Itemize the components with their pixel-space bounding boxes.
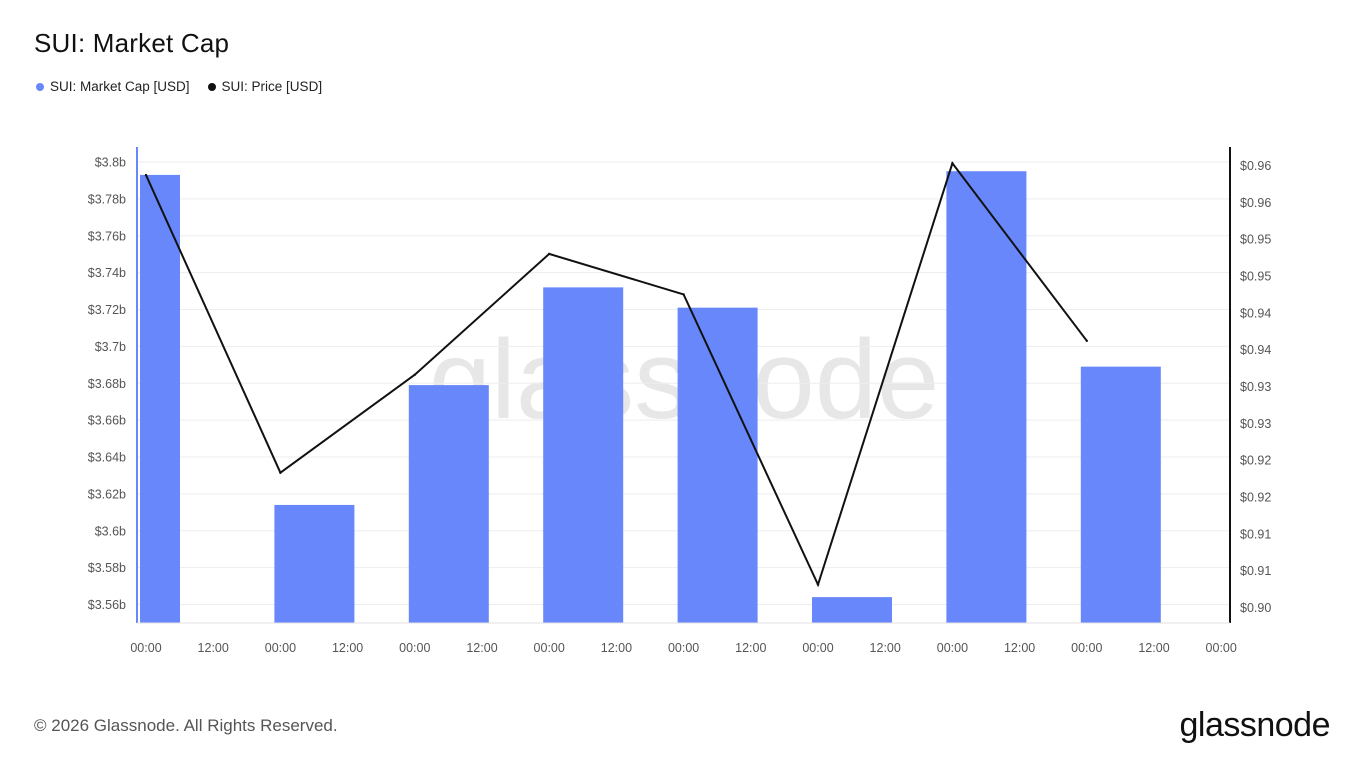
y-right-tick-label: $0.95	[1240, 233, 1271, 247]
y-right-tick-label: $0.95	[1240, 270, 1271, 284]
x-tick-label: 12:00	[601, 641, 632, 655]
y-right-tick-label: $0.90	[1240, 601, 1271, 615]
y-left-tick-label: $3.62b	[88, 487, 126, 501]
y-right-tick-label: $0.92	[1240, 491, 1271, 505]
y-left-tick-label: $3.68b	[88, 377, 126, 391]
x-tick-label: 00:00	[937, 641, 968, 655]
market-cap-bar	[140, 174, 180, 623]
y-left-tick-label: $3.64b	[88, 451, 126, 465]
x-tick-label: 12:00	[870, 641, 901, 655]
x-tick-label: 12:00	[735, 641, 766, 655]
x-tick-label: 00:00	[534, 641, 565, 655]
legend-dot-price	[207, 82, 216, 91]
y-left-tick-label: $3.8b	[95, 156, 126, 170]
chart-legend: SUI: Market Cap [USD] SUI: Price [USD]	[36, 79, 322, 94]
legend-item-price[interactable]: SUI: Price [USD]	[207, 79, 323, 94]
y-left-tick-label: $3.76b	[88, 229, 126, 243]
y-left-tick-label: $3.7b	[95, 340, 126, 354]
x-tick-label: 00:00	[1071, 641, 1102, 655]
x-tick-label: 12:00	[198, 641, 229, 655]
market-cap-bar	[946, 171, 1027, 623]
price-point	[951, 162, 954, 165]
y-left-tick-label: $3.58b	[88, 561, 126, 575]
x-tick-label: 12:00	[332, 641, 363, 655]
y-right-tick-label: $0.96	[1240, 196, 1271, 210]
legend-label-market-cap: SUI: Market Cap [USD]	[50, 79, 190, 94]
y-right-tick-label: $0.96	[1240, 159, 1271, 173]
x-tick-label: 00:00	[130, 641, 161, 655]
price-point	[682, 293, 685, 296]
x-tick-label: 00:00	[668, 641, 699, 655]
chart-title: SUI: Market Cap	[34, 28, 230, 58]
legend-dot-market-cap	[36, 82, 44, 91]
price-line	[145, 161, 1088, 588]
y-right-tick-label: $0.93	[1240, 417, 1271, 431]
x-tick-label: 12:00	[1004, 641, 1035, 655]
price-point	[1085, 339, 1089, 343]
market-cap-bar	[677, 307, 758, 623]
market-cap-bar	[812, 597, 892, 623]
glassnode-logo[interactable]: glassnode	[1179, 706, 1330, 744]
legend-item-market-cap[interactable]: SUI: Market Cap [USD]	[36, 79, 190, 94]
y-left-tick-label: $3.74b	[88, 266, 126, 280]
price-point	[816, 583, 820, 586]
market-cap-bar	[408, 385, 489, 623]
x-tick-label: 00:00	[265, 641, 296, 655]
y-right-tick-label: $0.93	[1240, 380, 1271, 394]
y-left-tick-label: $3.72b	[88, 303, 126, 317]
price-point	[413, 373, 416, 376]
price-point	[548, 252, 551, 256]
y-left-tick-label: $3.56b	[88, 598, 126, 612]
market-cap-bar	[543, 287, 624, 623]
y-left-tick-label: $3.78b	[88, 192, 126, 206]
y-right-tick-label: $0.92	[1240, 454, 1271, 468]
y-left-tick-label: $3.66b	[88, 414, 126, 428]
y-right-tick-label: $0.91	[1240, 564, 1271, 578]
market-cap-bar	[1080, 366, 1161, 623]
y-left-tick-label: $3.6b	[95, 524, 126, 538]
x-tick-label: 00:00	[399, 641, 430, 655]
price-point	[144, 173, 148, 177]
footer-copyright: © 2026 Glassnode. All Rights Reserved.	[34, 716, 338, 735]
x-tick-label: 00:00	[802, 641, 833, 655]
x-tick-label: 12:00	[1138, 641, 1169, 655]
price-point	[279, 471, 282, 474]
y-right-tick-label: $0.94	[1240, 306, 1271, 320]
market-cap-bar	[274, 504, 355, 623]
y-right-tick-label: $0.94	[1240, 343, 1271, 357]
x-tick-label: 00:00	[1206, 641, 1237, 655]
x-tick-label: 12:00	[466, 641, 497, 655]
y-right-tick-label: $0.91	[1240, 527, 1271, 541]
legend-label-price: SUI: Price [USD]	[221, 79, 323, 94]
